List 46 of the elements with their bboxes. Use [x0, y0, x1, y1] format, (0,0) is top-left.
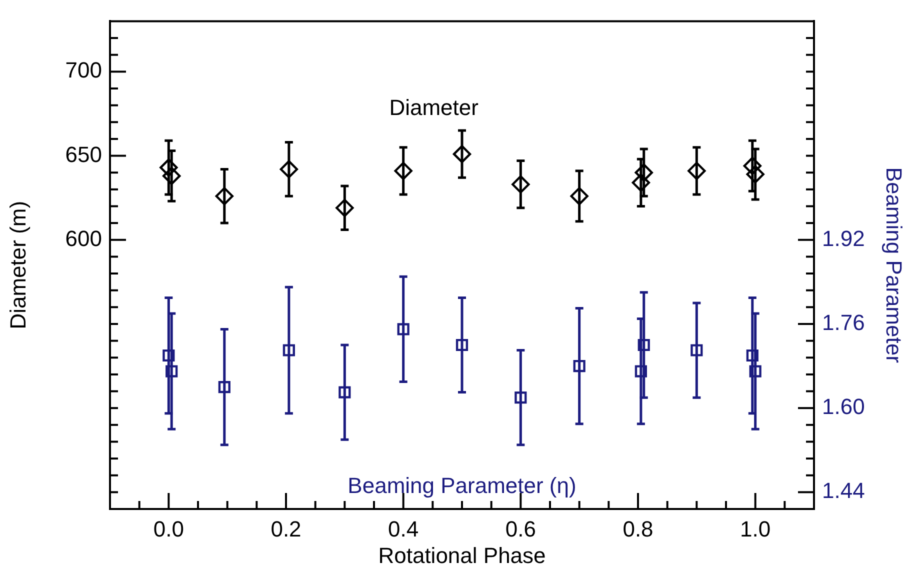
point — [397, 323, 410, 336]
point — [632, 174, 650, 192]
point — [638, 338, 650, 352]
point — [456, 338, 468, 352]
point — [688, 162, 706, 180]
point — [160, 158, 178, 177]
point — [394, 162, 412, 180]
point — [166, 365, 178, 378]
x-tick-label: 0.8 — [622, 516, 654, 542]
y-tick-label: 650 — [65, 142, 102, 167]
point — [573, 360, 586, 372]
x-axis-title: Rotational Phase — [378, 542, 546, 568]
point — [162, 349, 175, 362]
x-tick-label: 0.2 — [270, 516, 302, 542]
point — [338, 386, 351, 398]
point — [570, 187, 588, 206]
point — [746, 165, 764, 184]
point — [743, 156, 762, 175]
point — [634, 365, 647, 378]
y2-tick-label: 1.92 — [822, 226, 865, 251]
point — [690, 344, 703, 356]
y-tick-label: 700 — [65, 58, 102, 83]
y2-tick-label: 1.60 — [822, 394, 865, 420]
point — [218, 381, 230, 394]
y2-tick-label: 1.76 — [822, 310, 865, 336]
point — [514, 392, 527, 404]
y2-axis-title: Beaming Parameter — [882, 167, 907, 363]
point — [512, 175, 530, 194]
x-tick-label: 0.4 — [388, 516, 419, 542]
point — [282, 344, 295, 356]
point — [280, 160, 298, 178]
y2-tick-label: 1.44 — [822, 478, 865, 504]
x-tick-label: 1.0 — [740, 516, 771, 542]
y-tick-label: 600 — [65, 226, 102, 251]
x-tick-label: 0.6 — [505, 516, 536, 542]
point — [634, 163, 653, 182]
point — [452, 144, 472, 164]
point — [336, 198, 354, 218]
series-label: Diameter — [389, 95, 478, 120]
point — [162, 166, 181, 186]
y-axis-title: Diameter (m) — [5, 200, 30, 330]
x-tick-label: 0.0 — [153, 516, 184, 542]
point — [746, 349, 758, 362]
text: Beaming Parameter (η) — [348, 473, 576, 498]
point — [749, 365, 762, 378]
point — [215, 187, 234, 206]
